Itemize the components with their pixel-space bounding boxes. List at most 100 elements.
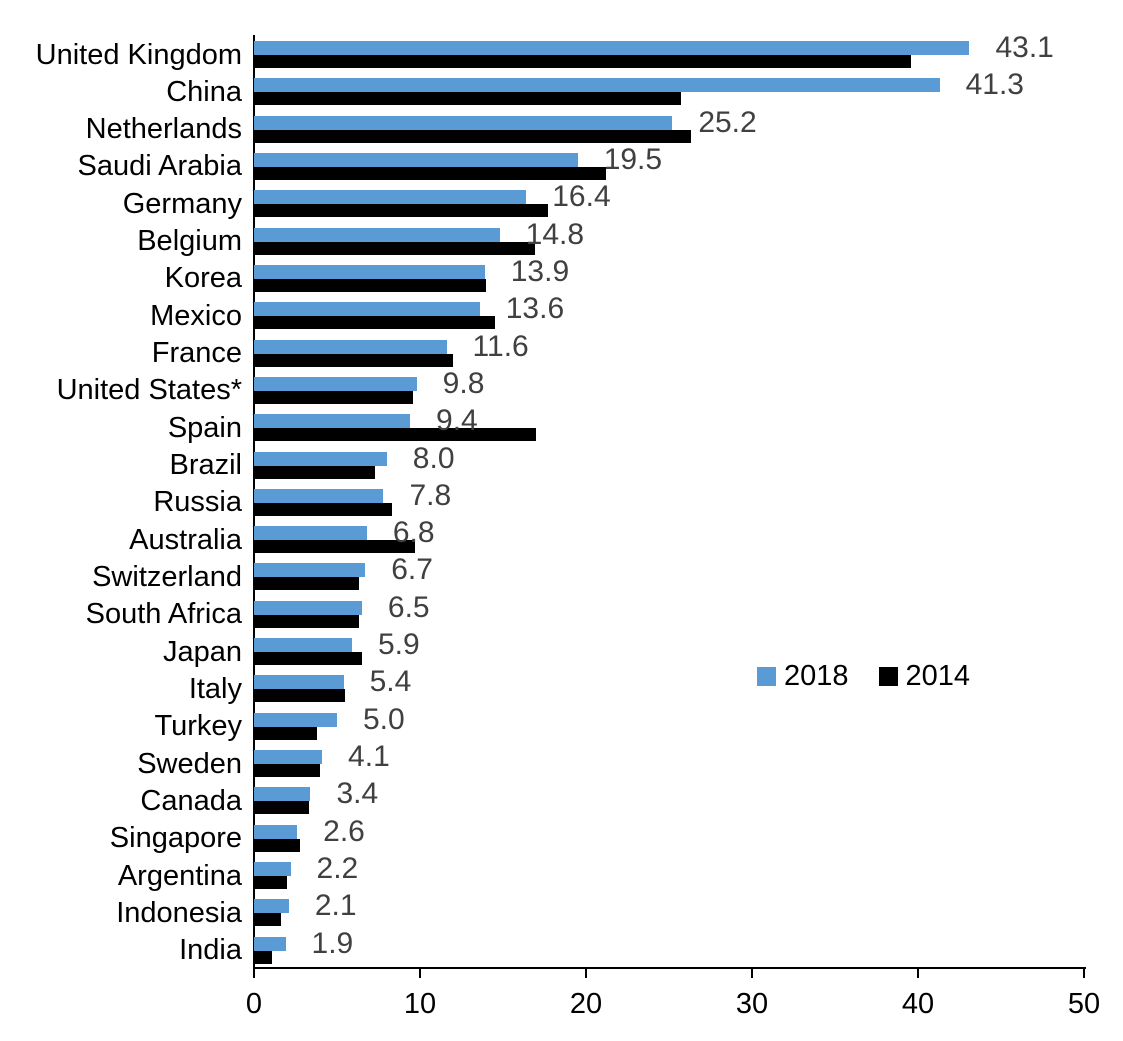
bar-2014 bbox=[254, 540, 416, 554]
bar-2014 bbox=[254, 353, 454, 367]
country-label: Japan bbox=[162, 635, 242, 668]
bar-2014 bbox=[254, 129, 691, 143]
country-label: Italy bbox=[188, 672, 242, 705]
bar-2018 bbox=[254, 862, 291, 877]
value-label: 19.5 bbox=[603, 142, 663, 176]
bar-2018 bbox=[254, 339, 447, 354]
country-label: Canada bbox=[140, 784, 242, 817]
country-label: France bbox=[151, 337, 242, 370]
bar-2018 bbox=[254, 227, 500, 242]
bar-2018 bbox=[254, 414, 411, 429]
country-label: China bbox=[166, 75, 242, 108]
bar-2018 bbox=[254, 115, 673, 130]
bar-2018 bbox=[254, 451, 387, 466]
bar-2018 bbox=[254, 824, 298, 839]
x-axis-tick-label: 30 bbox=[735, 988, 769, 1020]
bar-2018 bbox=[254, 936, 286, 951]
bar-2014 bbox=[254, 465, 376, 479]
legend-label-2014: 2014 bbox=[905, 660, 971, 692]
value-label: 13.9 bbox=[510, 254, 570, 288]
country-label: Spain bbox=[167, 411, 242, 444]
country-label: Brazil bbox=[169, 449, 242, 482]
bar-2014 bbox=[254, 390, 414, 404]
bar-2014 bbox=[254, 278, 487, 292]
bar-2018 bbox=[254, 712, 337, 727]
value-label: 13.6 bbox=[505, 292, 565, 326]
country-label: Sweden bbox=[137, 747, 242, 780]
bar-2014 bbox=[254, 689, 346, 703]
value-label: 6.5 bbox=[387, 590, 430, 624]
bar-2018 bbox=[254, 264, 485, 279]
country-label: United Kingdom bbox=[35, 38, 242, 71]
bar-2014 bbox=[254, 55, 912, 68]
value-label: 2.2 bbox=[316, 852, 359, 886]
bar-2014 bbox=[254, 316, 495, 330]
value-label: 14.8 bbox=[525, 217, 585, 251]
bar-2014 bbox=[254, 92, 681, 106]
x-axis-tick bbox=[917, 969, 919, 978]
x-axis-tick bbox=[1083, 969, 1085, 978]
value-label: 5.9 bbox=[377, 628, 420, 662]
x-axis-tick-label: 20 bbox=[569, 988, 603, 1020]
x-axis-tick bbox=[751, 969, 753, 978]
x-axis-line bbox=[253, 967, 1086, 969]
bar-2018 bbox=[254, 78, 940, 93]
country-label: Belgium bbox=[137, 225, 242, 258]
x-axis-tick bbox=[253, 969, 255, 978]
bar-2018 bbox=[254, 526, 367, 541]
bar-2018 bbox=[254, 41, 970, 55]
value-label: 9.4 bbox=[436, 404, 478, 438]
bar-2014 bbox=[254, 764, 321, 778]
x-axis-tick-label: 0 bbox=[245, 988, 263, 1020]
x-axis-tick bbox=[585, 969, 587, 978]
country-label: South Africa bbox=[85, 598, 242, 631]
value-label: 43.1 bbox=[995, 31, 1054, 64]
x-axis-tick-label: 50 bbox=[1067, 988, 1101, 1020]
bar-2018 bbox=[254, 302, 480, 317]
bar-2018 bbox=[254, 190, 527, 205]
country-label: India bbox=[179, 934, 242, 967]
value-label: 25.2 bbox=[698, 105, 757, 139]
legend-swatch-2018 bbox=[757, 667, 776, 686]
x-axis-tick-label: 10 bbox=[403, 988, 437, 1020]
bar-2014 bbox=[254, 838, 301, 852]
bar-2018 bbox=[254, 376, 417, 391]
country-label: Indonesia bbox=[116, 896, 242, 929]
bar-2014 bbox=[254, 950, 273, 964]
legend-swatch-2014 bbox=[878, 667, 898, 686]
value-label: 16.4 bbox=[552, 180, 611, 214]
value-label: 2.1 bbox=[314, 889, 357, 923]
value-label: 11.6 bbox=[472, 329, 529, 363]
country-label: Mexico bbox=[150, 299, 242, 332]
bar-2018 bbox=[254, 563, 366, 578]
country-label: Turkey bbox=[154, 710, 242, 743]
value-label: 5.0 bbox=[363, 702, 405, 736]
legend-label-2018: 2018 bbox=[784, 660, 849, 692]
country-label: Germany bbox=[122, 187, 242, 220]
value-label: 7.8 bbox=[409, 478, 452, 512]
value-label: 6.7 bbox=[391, 553, 433, 587]
value-label: 8.0 bbox=[412, 441, 455, 475]
bar-2014 bbox=[254, 801, 309, 815]
value-label: 41.3 bbox=[965, 68, 1024, 102]
bar-2014 bbox=[254, 652, 362, 666]
country-label: United States* bbox=[56, 374, 242, 407]
x-axis-tick bbox=[419, 969, 421, 978]
country-label: Argentina bbox=[117, 859, 242, 892]
bar-2018 bbox=[254, 600, 362, 615]
value-label: 1.9 bbox=[311, 926, 354, 960]
value-label: 9.8 bbox=[442, 366, 485, 400]
country-label: Saudi Arabia bbox=[77, 150, 242, 183]
bar-2018 bbox=[254, 787, 311, 802]
bar-2018 bbox=[254, 638, 352, 653]
bar-2014 bbox=[254, 166, 606, 180]
value-label: 5.4 bbox=[369, 665, 412, 699]
country-label: Russia bbox=[153, 486, 242, 519]
country-label: Korea bbox=[164, 262, 242, 295]
value-label: 6.8 bbox=[392, 516, 435, 550]
bar-2014 bbox=[254, 726, 318, 740]
bar-2018 bbox=[254, 675, 344, 690]
bar-2018 bbox=[254, 488, 384, 503]
value-label: 3.4 bbox=[336, 777, 379, 811]
